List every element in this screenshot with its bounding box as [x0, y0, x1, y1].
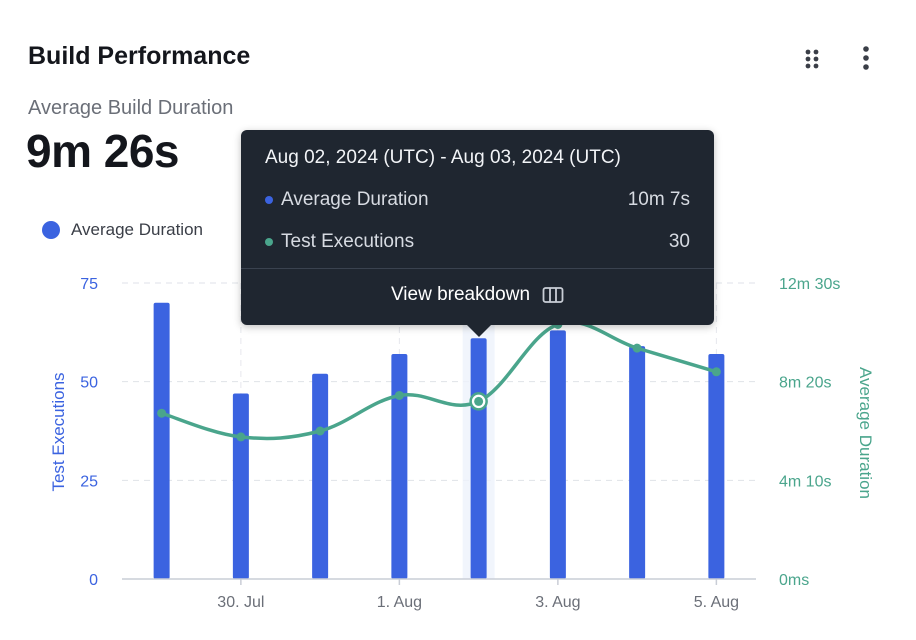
y-left-tick-label: 0 [89, 572, 98, 589]
y-right-tick-label: 12m 30s [779, 276, 840, 293]
tooltip-row-label: Test Executions [281, 231, 415, 252]
metric-value: 9m 26s [26, 125, 180, 177]
metric-label: Average Build Duration [28, 97, 234, 119]
line-point [315, 426, 325, 436]
line-point [157, 408, 167, 418]
y-left-tick-label: 25 [80, 473, 98, 490]
tooltip-arrow [467, 325, 491, 337]
y-left-axis-label: Test Executions [49, 372, 68, 491]
x-tick-label: 3. Aug [535, 594, 580, 611]
tooltip-row-test-executions: Test Executions 30 [265, 229, 690, 255]
legend-dot [42, 221, 60, 239]
bar[interactable] [549, 330, 566, 579]
tooltip-dot-average-duration [265, 196, 273, 204]
chart-tooltip: Aug 02, 2024 (UTC) - Aug 03, 2024 (UTC) … [241, 130, 714, 337]
tooltip-dot-test-executions [265, 238, 273, 246]
tooltip-date-range: Aug 02, 2024 (UTC) - Aug 03, 2024 (UTC) [265, 147, 621, 168]
bar[interactable] [391, 354, 408, 579]
x-tick-label: 5. Aug [694, 594, 739, 611]
tooltip-row-average-duration: Average Duration 10m 7s [265, 187, 690, 213]
y-left-tick-label: 75 [80, 276, 98, 293]
y-left-tick-label: 50 [80, 375, 98, 392]
line-point [236, 432, 246, 442]
bar[interactable] [708, 354, 725, 579]
legend-average-duration[interactable]: Average Duration [42, 220, 203, 240]
view-breakdown-button[interactable]: View breakdown [241, 284, 714, 306]
tooltip-divider [241, 268, 714, 269]
tooltip-row-label: Average Duration [281, 189, 429, 210]
y-right-tick-label: 8m 20s [779, 375, 831, 392]
y-right-tick-label: 4m 10s [779, 473, 831, 490]
tooltip-row-value: 30 [668, 231, 690, 252]
line-point [474, 396, 484, 406]
x-tick-label: 1. Aug [377, 594, 422, 611]
line-point [632, 343, 642, 353]
y-right-axis-label: Average Duration [856, 367, 875, 499]
x-tick-label: 30. Jul [217, 594, 264, 611]
card-title: Build Performance [28, 42, 251, 70]
bar[interactable] [153, 302, 170, 579]
drag-grid-icon[interactable] [798, 44, 826, 74]
line-point [711, 367, 721, 377]
bar[interactable] [312, 373, 329, 579]
view-breakdown-label: View breakdown [390, 284, 531, 305]
bar[interactable] [470, 338, 487, 579]
legend-label: Average Duration [71, 220, 203, 239]
line-series [161, 320, 717, 441]
bar[interactable] [629, 346, 646, 579]
line-point [394, 390, 404, 400]
columns-icon [542, 287, 564, 303]
y-right-tick-label: 0ms [779, 572, 809, 589]
more-vertical-icon[interactable] [852, 44, 880, 74]
bar[interactable] [232, 393, 249, 579]
tooltip-row-value: 10m 7s [627, 189, 690, 210]
